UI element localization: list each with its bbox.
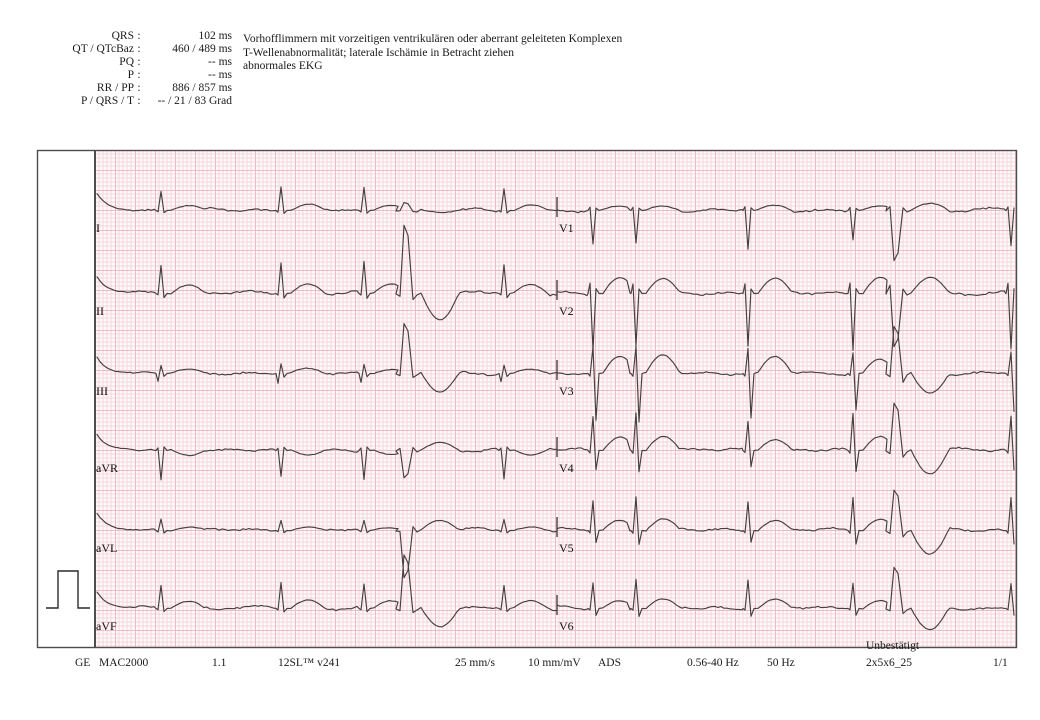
footer-algorithm: 12SL™ v241 [278,657,341,669]
ecg-trace-I [96,186,557,214]
footer-bandpass: 0.56-40 Hz [687,657,739,669]
measurements-block: QRS:102 ms QT / QTcBaz:460 / 489 ms PQ: -… [52,30,232,108]
measurement-label: P [127,69,134,81]
lead-label-V3: V3 [559,384,574,398]
measurement-label: QRS [111,30,134,42]
interpretation-line: Vorhofflimmern mit vorzeitigen ventrikul… [243,33,623,45]
footer-gain: 10 mm/mV [528,657,581,669]
measurement-value: 460 / 489 ms [172,43,232,55]
ecg-trace-V1 [556,202,1015,262]
ecg-trace-V2 [556,276,1015,351]
measurement-label: PQ [119,56,134,68]
measurement-label: QT / QTcBaz [72,43,134,55]
lead-label-aVR: aVR [96,461,118,475]
measurement-value: -- ms [208,56,232,68]
measurement-value: 102 ms [198,30,232,42]
footer-page-number: 1/1 [993,657,1008,669]
lead-label-V5: V5 [559,541,574,555]
ecg-trace-V3 [556,325,1015,423]
measurement-value: -- / 21 / 83 Grad [157,95,232,107]
measurement-value: 886 / 857 ms [172,82,232,94]
interpretation-line: T-Wellenabnormalität; laterale Ischämie … [243,46,515,59]
measurement-label: RR / PP [96,82,134,94]
measurement-row: QRS:102 ms [52,30,232,43]
footer-layout-code: 2x5x6_25 [866,657,912,669]
lead-label-V2: V2 [559,304,574,318]
lead-label-V4: V4 [559,461,574,475]
measurement-value: -- ms [208,69,232,81]
lead-label-aVL: aVL [96,541,117,555]
measurement-row: P / QRS / T: -- / 21 / 83 Grad [52,95,232,108]
ecg-trace-aVF [96,554,557,628]
measurement-row: PQ: -- ms [52,56,232,69]
measurement-row: P: -- ms [52,69,232,82]
footer-notch: 50 Hz [767,657,795,669]
footer-lead-system: ADS [598,657,622,669]
ecg-trace-V5 [556,489,1015,555]
measurement-row: RR / PP:886 / 857 ms [52,82,232,95]
ecg-trace-aVR [96,433,557,481]
measurement-label: P / QRS / T [80,95,134,107]
lead-label-V1: V1 [559,221,574,235]
calibration-pulse [46,570,90,609]
lead-label-I: I [96,221,100,235]
ecg-trace-V4 [556,402,1015,475]
footer-paper-speed: 25 mm/s [455,657,495,669]
unconfirmed-label: Unbestätigt [866,640,920,652]
ecg-trace-aVL [96,512,557,579]
ecg-trace-II [96,224,557,321]
ecg-frame [36,149,1018,649]
measurement-row: QT / QTcBaz:460 / 489 ms [52,43,232,56]
ecg-trace-V6 [556,566,1015,631]
lead-label-V6: V6 [559,619,574,633]
ecg-grid [95,150,1017,648]
footer-model: MAC2000 [99,657,149,669]
lead-label-III: III [96,384,108,398]
footer-brand: GE [75,657,91,669]
interpretation-line: abnormales EKG [243,60,323,72]
footer-version: 1.1 [212,657,227,669]
lead-label-II: II [96,304,104,318]
ecg-trace-III [96,323,557,393]
lead-label-aVF: aVF [96,619,117,633]
interpretation-block: Vorhofflimmern mit vorzeitigen ventrikul… [243,33,622,74]
